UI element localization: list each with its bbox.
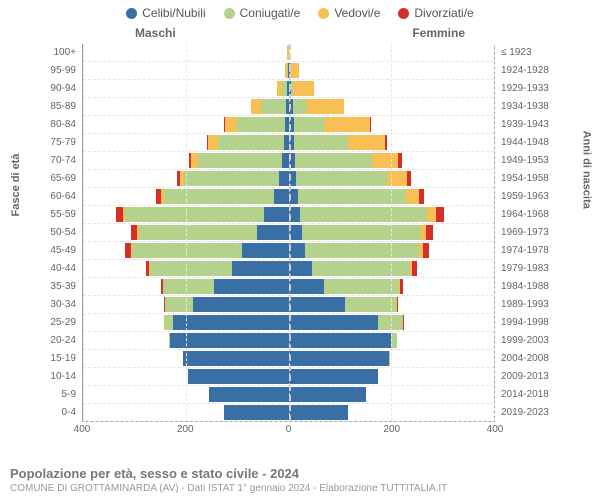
y-axis-age: 100+95-9990-9485-8980-8475-7970-7465-696… [48,44,80,422]
age-label: 55-59 [48,206,80,224]
birth-label: 2019-2023 [497,404,552,422]
legend-item: Coniugati/e [224,6,301,20]
y-axis-label-right: Anni di nascita [580,131,592,209]
x-axis: 4002000200400 [82,424,495,440]
birth-label: ≤ 1923 [497,44,552,62]
age-label: 20-24 [48,332,80,350]
birth-label: 1999-2003 [497,332,552,350]
legend-label: Celibi/Nubili [142,6,205,20]
birth-label: 1974-1978 [497,242,552,260]
footer: Popolazione per età, sesso e stato civil… [10,466,590,494]
age-label: 90-94 [48,80,80,98]
birth-label: 1924-1928 [497,62,552,80]
age-label: 50-54 [48,224,80,242]
age-label: 95-99 [48,62,80,80]
y-axis-birth: ≤ 19231924-19281929-19331934-19381939-19… [497,44,552,422]
age-label: 85-89 [48,98,80,116]
birth-label: 2009-2013 [497,368,552,386]
age-label: 45-49 [48,242,80,260]
age-label: 65-69 [48,170,80,188]
chart-area: Fasce di età Anni di nascita 100+95-9990… [50,44,550,440]
age-label: 100+ [48,44,80,62]
legend-label: Vedovi/e [334,6,380,20]
age-label: 15-19 [48,350,80,368]
birth-label: 1959-1963 [497,188,552,206]
birth-label: 1969-1973 [497,224,552,242]
x-tick: 400 [74,424,91,435]
legend: Celibi/Nubili Coniugati/e Vedovi/e Divorzia… [0,0,600,22]
birth-label: 1964-1968 [497,206,552,224]
age-label: 70-74 [48,152,80,170]
age-label: 35-39 [48,278,80,296]
age-label: 75-79 [48,134,80,152]
age-label: 0-4 [48,404,80,422]
legend-swatch [398,8,409,19]
birth-label: 1954-1958 [497,170,552,188]
age-label: 80-84 [48,116,80,134]
legend-item: Vedovi/e [318,6,380,20]
birth-label: 1984-1988 [497,278,552,296]
legend-label: Coniugati/e [240,6,301,20]
legend-swatch [126,8,137,19]
chart-subtitle: COMUNE DI GROTTAMINARDA (AV) - Dati ISTA… [10,483,590,494]
age-label: 30-34 [48,296,80,314]
x-tick: 400 [487,424,504,435]
birth-label: 1949-1953 [497,152,552,170]
birth-label: 1979-1983 [497,260,552,278]
legend-label: Divorziati/e [414,6,473,20]
age-label: 10-14 [48,368,80,386]
birth-label: 1994-1998 [497,314,552,332]
age-label: 5-9 [48,386,80,404]
age-label: 40-44 [48,260,80,278]
birth-label: 1929-1933 [497,80,552,98]
birth-label: 1944-1948 [497,134,552,152]
birth-label: 2014-2018 [497,386,552,404]
legend-swatch [224,8,235,19]
legend-item: Celibi/Nubili [126,6,205,20]
x-tick: 200 [177,424,194,435]
age-label: 25-29 [48,314,80,332]
birth-label: 2004-2008 [497,350,552,368]
center-line [289,44,291,421]
x-tick: 200 [383,424,400,435]
legend-item: Divorziati/e [398,6,473,20]
age-label: 60-64 [48,188,80,206]
y-axis-label-left: Fasce di età [10,154,22,217]
x-tick: 0 [286,424,292,435]
plot-area [82,44,495,422]
header-female: Femmine [412,26,465,40]
header-male: Maschi [135,26,176,40]
birth-label: 1989-1993 [497,296,552,314]
birth-label: 1939-1943 [497,116,552,134]
legend-swatch [318,8,329,19]
birth-label: 1934-1938 [497,98,552,116]
chart-title: Popolazione per età, sesso e stato civil… [10,466,590,481]
